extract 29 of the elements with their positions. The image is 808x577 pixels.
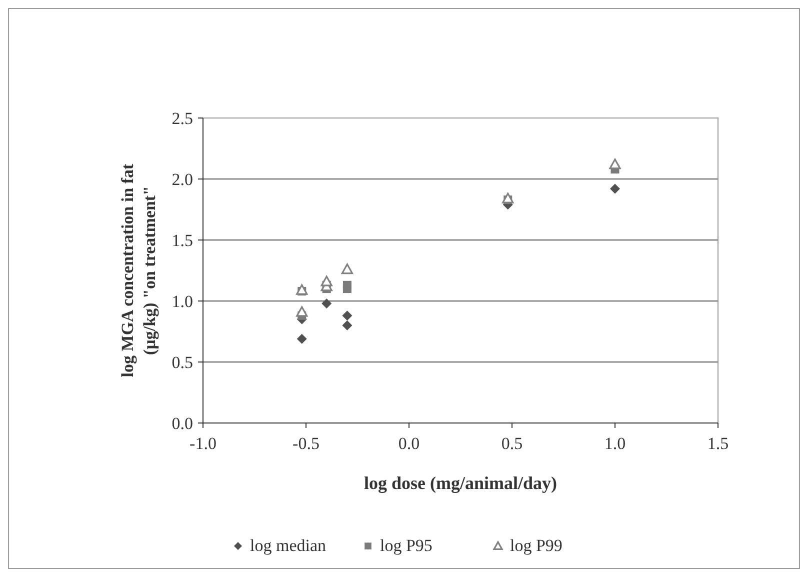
legend-label: log P99 [510, 536, 562, 555]
point [296, 334, 307, 344]
y-axis-title: log MGA concentration in fat (µg/kg) "on treatment" [118, 163, 159, 378]
point [342, 310, 352, 321]
y-tick-label: 1.0 [172, 292, 193, 311]
y-tick-label: 0.5 [172, 353, 193, 372]
legend-label: log P95 [380, 536, 432, 555]
point [320, 276, 332, 286]
x-tick-label: -1.0 [190, 434, 216, 453]
x-axis-title: log dose (mg/animal/day) [364, 473, 558, 493]
x-tick-label: 1.0 [604, 434, 626, 453]
legend-label: log median [250, 536, 327, 555]
point [322, 298, 332, 308]
point [609, 158, 621, 170]
y-tick-label: 0.0 [172, 414, 193, 433]
x-tick-label: 1.5 [707, 434, 729, 453]
y-tick-label: 1.5 [172, 231, 193, 250]
point [296, 306, 308, 317]
x-tick-label: -0.5 [292, 434, 320, 453]
y-tick-label: 2.5 [172, 109, 193, 128]
x-tick-label: 0.5 [501, 434, 523, 453]
point [502, 192, 514, 204]
point [610, 184, 620, 194]
y-tick-label: 2.0 [172, 170, 193, 189]
point [342, 320, 352, 330]
point [342, 280, 352, 290]
point [296, 284, 308, 295]
point [341, 263, 353, 274]
x-tick-label: 0.0 [398, 434, 420, 453]
